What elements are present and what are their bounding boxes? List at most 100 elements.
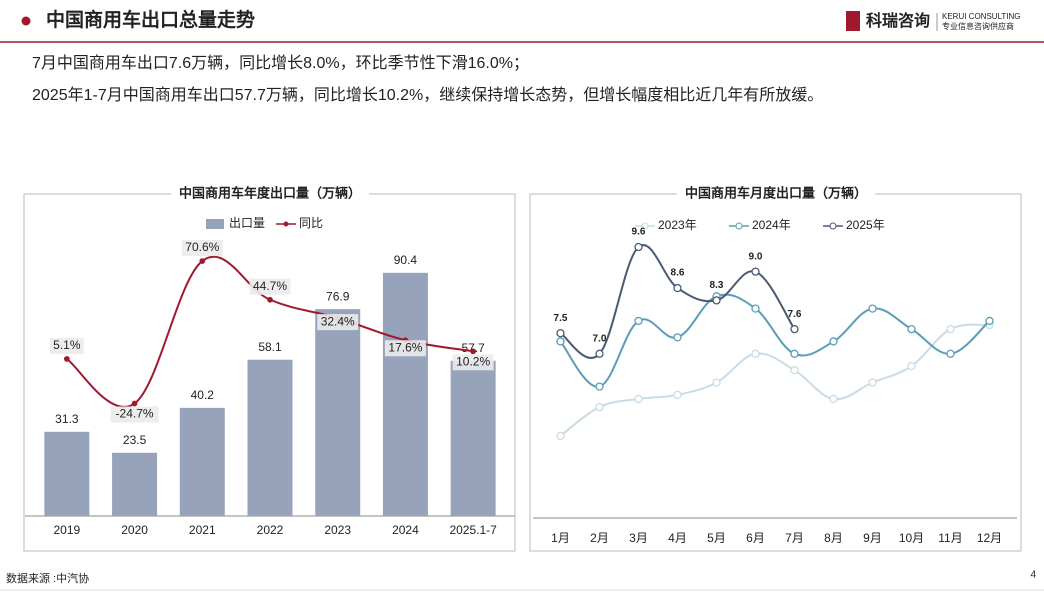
data-label: 5.1% [53, 338, 81, 352]
data-label: 32.4% [321, 314, 355, 328]
label-bg [49, 337, 84, 354]
bar [112, 452, 158, 516]
point [751, 267, 760, 276]
x-tick-label: 9月 [863, 531, 882, 545]
data-label: -24.7% [116, 407, 154, 421]
x-tick-label: 5月 [707, 531, 726, 545]
point [868, 304, 877, 313]
label-bg [452, 354, 494, 371]
header-title: 中国商用车出口总量走势 [46, 8, 255, 31]
logo-icon [846, 11, 860, 31]
point [556, 329, 565, 338]
label-bg [110, 406, 159, 423]
data-label: 8.3 [710, 280, 724, 291]
x-tick-label: 8月 [824, 531, 843, 545]
point [712, 296, 721, 305]
chart-title: 中国商用车年度出口量（万辆） [179, 185, 361, 200]
point [751, 304, 760, 313]
bar [179, 407, 225, 516]
data-label: 10.2% [456, 354, 490, 368]
point [790, 349, 799, 358]
point [556, 431, 565, 441]
logo-sub: 专业信息咨询供应商 [942, 21, 1014, 31]
label-bg [317, 314, 359, 331]
legend-label: 同比 [299, 216, 323, 230]
x-tick-label: 2月 [590, 531, 609, 545]
point [829, 394, 838, 404]
point [470, 348, 476, 355]
bar [44, 431, 90, 516]
point [64, 356, 70, 362]
label-bg [384, 340, 426, 357]
data-label: 17.6% [388, 340, 422, 354]
x-tick-label: 12月 [977, 531, 1002, 545]
summary-line: 7月中国商用车出口7.6万辆，同比增长8.0%，环比季节性下滑16.0%； [32, 54, 529, 72]
title-bg [677, 185, 875, 203]
point [790, 366, 799, 375]
x-tick-label: 2025.1-7 [449, 523, 497, 537]
x-tick-label: 7月 [785, 531, 804, 545]
legend-swatch [206, 219, 224, 229]
point [595, 402, 604, 412]
point [634, 242, 643, 252]
data-label: 7.6 [788, 309, 802, 320]
point [673, 390, 682, 399]
bar [382, 272, 428, 516]
x-tick-label: 2020 [121, 523, 148, 537]
point [595, 349, 604, 358]
data-label: 90.4 [394, 253, 418, 267]
data-label: 40.2 [191, 388, 215, 402]
x-tick-label: 1月 [551, 531, 570, 545]
point [829, 337, 838, 346]
legend-label: 2025年 [846, 218, 885, 232]
data-label: 7.0 [593, 333, 607, 344]
x-tick-label: 6月 [746, 531, 765, 545]
point [634, 394, 643, 404]
data-label: 31.3 [55, 412, 79, 426]
bar [315, 309, 361, 516]
page-number: 4 [1030, 570, 1036, 581]
x-tick-label: 10月 [899, 531, 924, 545]
x-tick-label: 3月 [629, 531, 648, 545]
legend-label: 2023年 [658, 218, 697, 232]
data-label: 7.5 [554, 313, 568, 324]
data-label: 70.6% [185, 240, 219, 254]
source: 数据来源 :中汽协 [6, 571, 89, 585]
logo: 科瑞咨询 [866, 11, 930, 30]
data-label: 9.0 [749, 251, 763, 262]
legend-label: 2024年 [752, 218, 791, 232]
point [673, 283, 682, 293]
point [946, 324, 955, 334]
x-tick-label: 2019 [54, 523, 81, 537]
point [712, 378, 721, 387]
series-line [559, 293, 991, 388]
legend-marker [641, 222, 649, 230]
point [907, 361, 916, 371]
point [790, 324, 799, 334]
header-dot [21, 16, 31, 26]
legend-marker [735, 222, 743, 230]
bar [450, 360, 496, 516]
chart-frame [529, 193, 1022, 552]
point [634, 316, 643, 326]
point [131, 400, 138, 407]
point [267, 296, 273, 303]
data-label: 58.1 [258, 340, 282, 354]
summary-line: 2025年1-7月中国商用车出口57.7万辆，同比增长10.2%，继续保持增长态… [32, 86, 823, 104]
point [751, 349, 760, 358]
x-tick-label: 11月 [938, 531, 962, 545]
x-tick-label: 4月 [668, 531, 687, 545]
point [199, 258, 206, 264]
x-tick-label: 2023 [324, 523, 351, 537]
logo-en: KERUI CONSULTING [942, 12, 1021, 21]
data-label: 44.7% [253, 279, 287, 293]
point [673, 333, 682, 342]
x-tick-label: 2022 [257, 523, 284, 537]
legend-marker [283, 221, 289, 227]
point [907, 324, 916, 334]
point [868, 378, 877, 387]
point [556, 337, 565, 346]
label-bg [181, 240, 223, 257]
title-bg [171, 185, 369, 203]
